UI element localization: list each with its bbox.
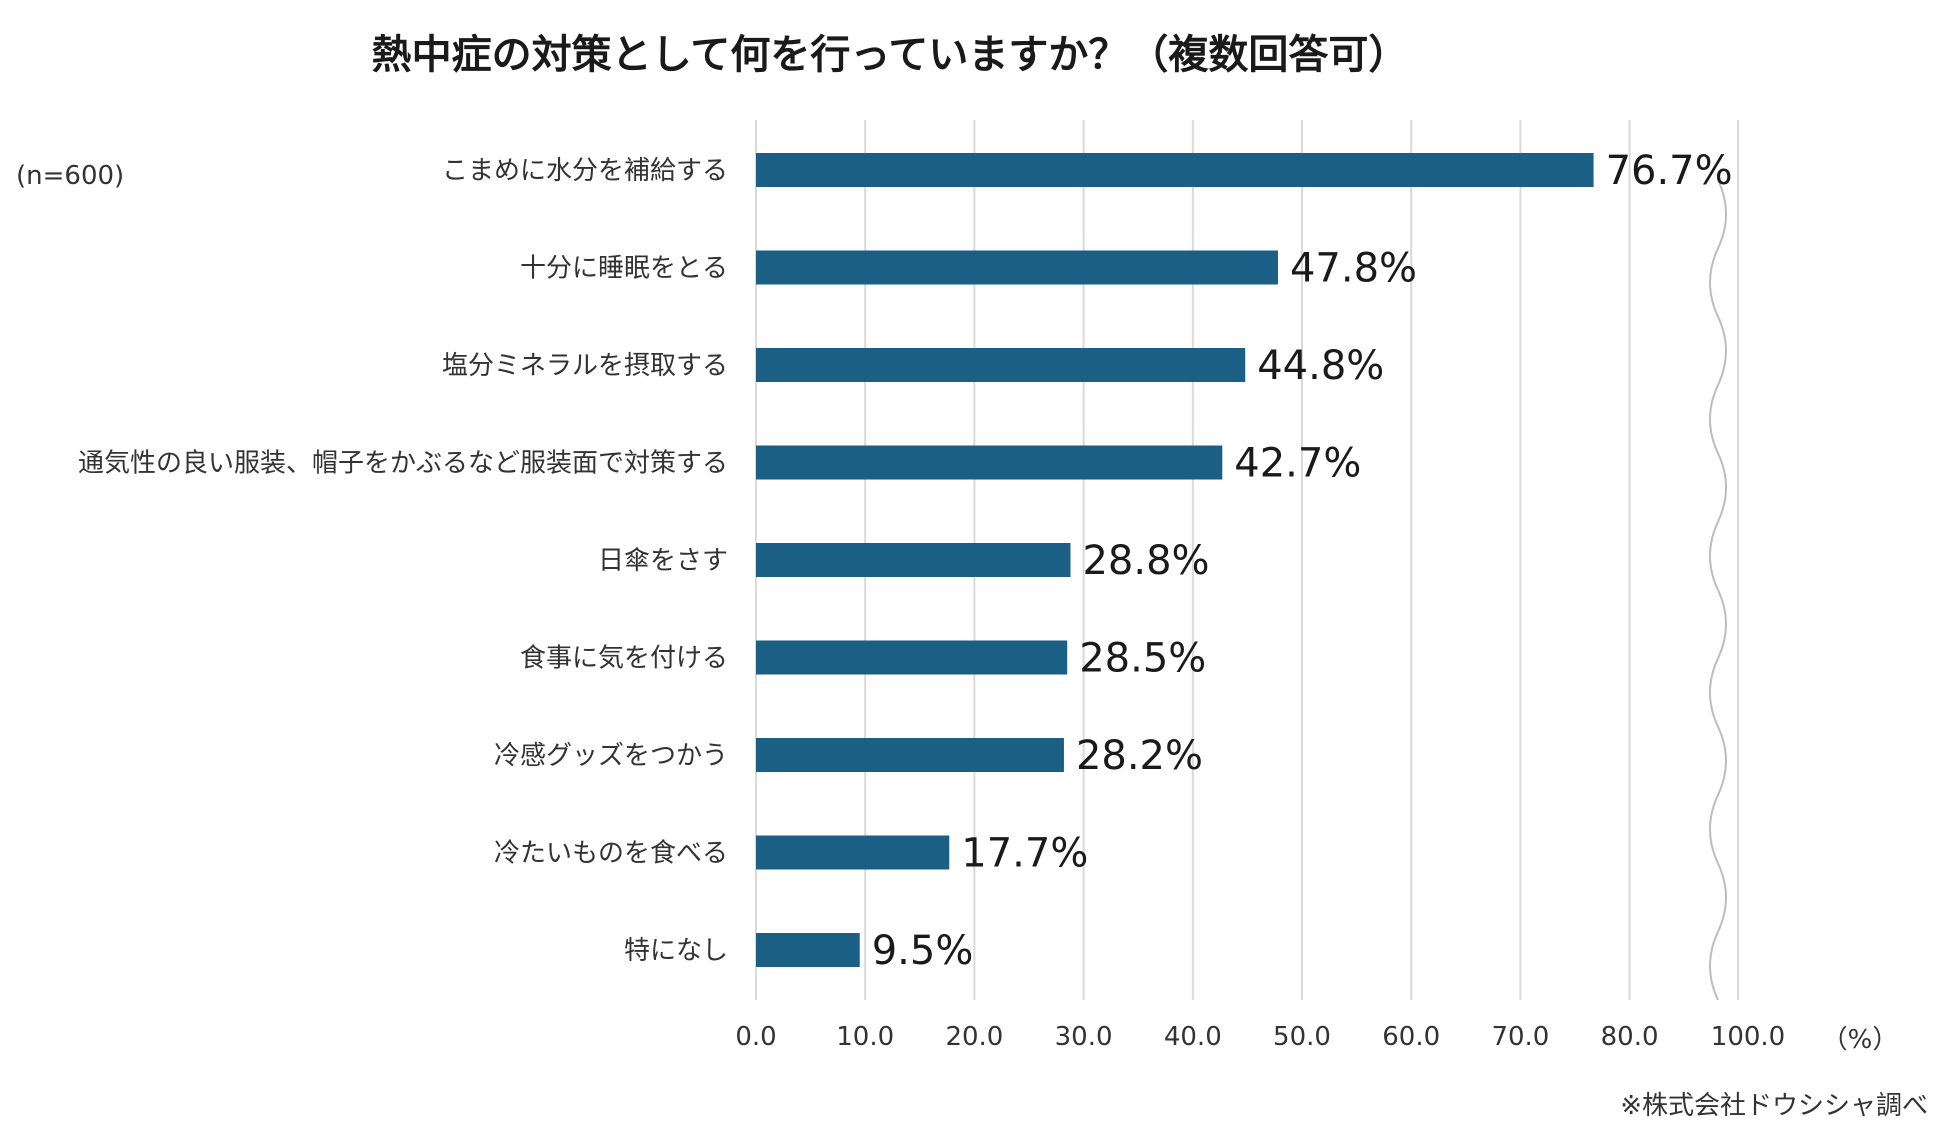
sample-size-note: (n=600) (16, 161, 124, 191)
source-note: ※株式会社ドウシシャ調べ (1620, 1091, 1928, 1121)
bar (756, 835, 950, 870)
bar (756, 348, 1246, 382)
bar (756, 250, 1278, 285)
category-label: 食事に気を付ける (520, 644, 728, 674)
x-tick-label: 50.0 (1273, 1022, 1331, 1052)
x-tick-label: 100.0 (1711, 1022, 1785, 1052)
x-tick-label: 70.0 (1491, 1022, 1549, 1052)
bar (756, 445, 1223, 480)
x-tick-label: 10.0 (836, 1022, 894, 1052)
category-label: 塩分ミネラルを摂取する (442, 351, 728, 381)
value-label: 44.8% (1257, 343, 1384, 389)
value-label: 28.5% (1079, 636, 1206, 682)
value-label: 76.7% (1606, 148, 1733, 194)
category-label: 通気性の良い服装、帽子をかぶるなど服装面で対策する (78, 449, 728, 479)
category-labels: こまめに水分を補給する十分に睡眠をとる塩分ミネラルを摂取する通気性の良い服装、帽… (78, 156, 728, 966)
value-label: 17.7% (961, 831, 1088, 877)
axis-break-wave (1709, 179, 1727, 1001)
bar (756, 153, 1594, 187)
value-label: 28.8% (1082, 538, 1209, 584)
x-tick-label: 80.0 (1601, 1022, 1659, 1052)
x-tick-label: 40.0 (1164, 1022, 1222, 1052)
x-tick-label: 20.0 (945, 1022, 1003, 1052)
bar (756, 640, 1068, 675)
category-label: 冷感グッズをつかう (494, 741, 728, 771)
bar (756, 738, 1064, 772)
bar (756, 543, 1071, 577)
category-label: 日傘をさす (598, 546, 728, 576)
axis-break-marker (1709, 179, 1727, 1001)
x-unit-label: （%） (1822, 1025, 1899, 1055)
category-label: こまめに水分を補給する (442, 156, 728, 186)
chart-title: 熱中症の対策として何を行っていますか？（複数回答可） (372, 32, 1409, 78)
value-label: 42.7% (1234, 441, 1361, 487)
category-label: 十分に睡眠をとる (520, 254, 728, 284)
x-tick-label: 60.0 (1382, 1022, 1440, 1052)
x-tick-label: 30.0 (1055, 1022, 1113, 1052)
bar (756, 933, 860, 967)
value-labels: 76.7% 47.8% 44.8% 42.7% 28.8% 28.5% 28.2% 17.7%… (872, 148, 1733, 974)
x-tick-label: 0.0 (735, 1022, 776, 1052)
category-label: 冷たいものを食べる (494, 839, 728, 869)
value-label: 28.2% (1076, 733, 1203, 779)
x-tick-labels: 0.0 10.0 20.0 30.0 40.0 50.0 60.0 70.0 80.0 100.0 (735, 1022, 1785, 1052)
value-label: 47.8% (1290, 246, 1417, 292)
category-label: 特になし (624, 936, 728, 966)
value-label: 9.5% (872, 928, 974, 974)
bars (756, 153, 1594, 967)
